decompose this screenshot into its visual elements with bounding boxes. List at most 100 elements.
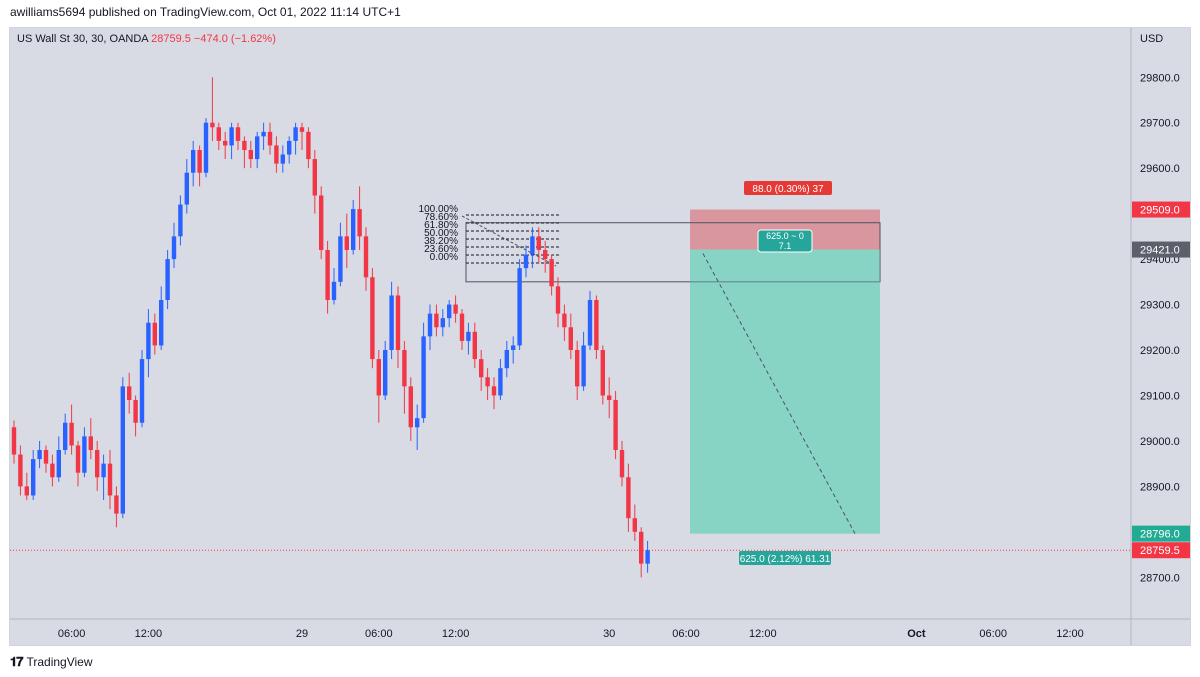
- candle: [210, 77, 215, 141]
- fib-level-label: 50.00%: [424, 228, 458, 239]
- candle: [261, 122, 266, 150]
- candle: [587, 290, 593, 350]
- candle-body: [619, 450, 625, 478]
- candle: [376, 350, 381, 423]
- candle: [11, 420, 17, 464]
- candle-body: [466, 331, 471, 341]
- candle: [370, 268, 375, 369]
- center-label-bg: [757, 229, 813, 253]
- candle-body: [139, 359, 145, 423]
- candle: [37, 440, 42, 469]
- candle: [351, 200, 356, 255]
- candle-body: [24, 486, 29, 496]
- candle: [632, 504, 637, 541]
- candle: [447, 300, 452, 328]
- candle-body: [645, 550, 650, 564]
- candle: [581, 331, 586, 391]
- candle-body: [331, 281, 337, 300]
- fib-level-label: 61.80%: [424, 220, 458, 231]
- take-profit-label-bg: [739, 551, 831, 565]
- fib-level-label: 38.20%: [424, 236, 458, 247]
- candle: [568, 313, 573, 360]
- candle: [536, 227, 541, 264]
- stop-loss-label-bg: [744, 181, 832, 195]
- candle-body: [152, 322, 157, 346]
- candle: [594, 295, 599, 360]
- candle: [415, 404, 420, 450]
- candle-body: [517, 268, 522, 346]
- y-tick-label: 29300.0: [1140, 300, 1180, 312]
- candle-body: [306, 131, 311, 160]
- last-price: 28759.5: [151, 33, 191, 45]
- candle: [242, 136, 247, 169]
- candle-body: [408, 386, 413, 428]
- x-tick-label: 06:00: [365, 628, 393, 640]
- brand-name: TradingView: [26, 655, 93, 669]
- candle: [191, 140, 196, 187]
- candle: [248, 140, 253, 169]
- position-center-label: 625.0 ~ 07.1: [757, 229, 813, 253]
- price-tag-bg: [1132, 525, 1190, 542]
- candle-body: [171, 236, 177, 260]
- candle-body: [31, 459, 36, 496]
- price-change: −474.0 (−1.62%): [193, 33, 276, 45]
- candle: [466, 322, 471, 355]
- candle: [331, 268, 337, 305]
- candle-body: [165, 259, 170, 300]
- candle-body: [203, 122, 209, 173]
- candle: [63, 413, 68, 455]
- candle: [235, 122, 241, 150]
- x-tick-label: 06:00: [58, 628, 86, 640]
- candle-body: [325, 250, 330, 300]
- candle: [383, 340, 388, 400]
- candle-body: [255, 136, 260, 160]
- take-profit-overlay: [690, 249, 880, 534]
- price-tag-bg: [1132, 241, 1190, 258]
- candle-body: [357, 209, 362, 237]
- candle-body: [127, 386, 132, 400]
- candle-body: [415, 418, 420, 428]
- candle-body: [421, 336, 426, 419]
- candle: [306, 127, 311, 169]
- candle-body: [555, 286, 561, 314]
- x-tick-label: 06:00: [672, 628, 700, 640]
- stop-loss-label: 88.0 (0.30%) 37: [744, 181, 832, 195]
- candle-body: [607, 395, 612, 400]
- candle: [357, 186, 362, 250]
- currency-label: USD: [1140, 33, 1163, 45]
- fib-level-label: 100.00%: [419, 204, 459, 215]
- candle: [427, 304, 433, 350]
- x-tick-label: 12:00: [1056, 628, 1084, 640]
- candle: [287, 136, 292, 164]
- tradingview-footer[interactable]: 𝟏𝟕 TradingView: [10, 654, 93, 670]
- take-profit-zone: [690, 249, 880, 534]
- candle-body: [562, 313, 567, 328]
- candle: [274, 136, 279, 173]
- candle-body: [184, 172, 189, 205]
- rectangle-drawing: [465, 222, 881, 283]
- candle: [319, 186, 324, 260]
- candle-body: [50, 463, 55, 478]
- candle-body: [479, 359, 484, 378]
- candle-body: [600, 350, 605, 396]
- center-label-bottom: 7.1: [779, 241, 792, 251]
- candle: [555, 277, 561, 328]
- candle: [613, 390, 618, 460]
- candle: [255, 131, 260, 169]
- candle-body: [63, 422, 68, 450]
- candle-body: [639, 531, 644, 564]
- symbol-legend[interactable]: US Wall St 30, 30, OANDA 28759.5 −474.0 …: [17, 33, 276, 45]
- take-profit-label-text: 625.0 (2.12%) 61.31: [740, 554, 831, 565]
- candle-body: [82, 436, 87, 473]
- candle: [453, 295, 458, 323]
- candle: [299, 122, 305, 150]
- candle: [498, 359, 503, 400]
- candle-body: [299, 127, 305, 132]
- candle-body: [402, 350, 407, 387]
- candle-body: [594, 300, 599, 350]
- candle: [139, 350, 145, 428]
- y-tick-label: 29100.0: [1140, 390, 1180, 402]
- candle-body: [447, 304, 452, 319]
- candle: [216, 122, 221, 150]
